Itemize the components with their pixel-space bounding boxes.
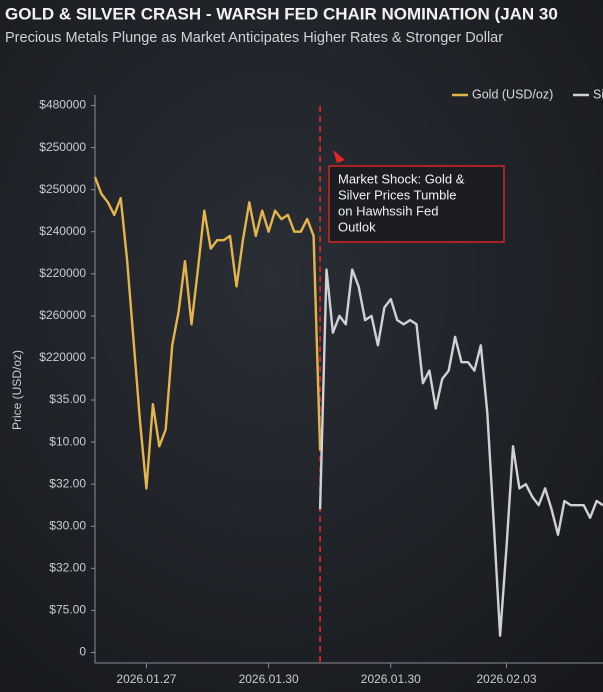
y-tick-label: $35.00 xyxy=(49,392,86,406)
annotation-text: Silver Prices Tumble xyxy=(338,187,456,202)
y-tick-label: 0 xyxy=(79,645,86,659)
y-tick-label: $220000 xyxy=(39,266,86,280)
y-axis-label: Price (USD/oz) xyxy=(10,350,24,430)
series-line xyxy=(318,268,603,637)
chart-title: GOLD & SILVER CRASH - WARSH FED CHAIR NO… xyxy=(5,4,558,23)
series-line xyxy=(93,176,322,490)
y-tick-label: $32.00 xyxy=(49,561,86,575)
y-tick-label: $10.00 xyxy=(49,434,86,448)
legend-label: Si xyxy=(593,87,603,101)
y-tick-label: $220000 xyxy=(39,350,86,364)
annotation-box xyxy=(328,165,505,243)
chart-subtitle: Precious Metals Plunge as Market Anticip… xyxy=(5,30,503,46)
annotation-text: Outlok xyxy=(338,219,376,234)
annotation-text: on Hawhssih Fed xyxy=(338,203,438,218)
y-tick-label: $240000 xyxy=(39,224,86,238)
legend-label: Gold (USD/oz) xyxy=(472,87,553,101)
y-tick-label: $32.00 xyxy=(49,476,86,490)
x-tick-label: 2026.02.03 xyxy=(477,672,537,686)
y-tick-label: $75.00 xyxy=(49,603,86,617)
y-tick-label: $480000 xyxy=(39,98,86,112)
x-tick-label: 2026.01.30 xyxy=(361,672,421,686)
y-tick-label: $250000 xyxy=(39,182,86,196)
y-tick-label: $250000 xyxy=(39,140,86,154)
y-tick-label: $260000 xyxy=(39,308,86,322)
y-tick-label: $30.00 xyxy=(49,518,86,532)
x-tick-label: 2026.01.27 xyxy=(116,672,176,686)
x-tick-label: 2026.01.30 xyxy=(239,672,299,686)
annotation-text: Market Shock: Gold & xyxy=(338,171,465,186)
annotation-arrow xyxy=(333,150,345,163)
